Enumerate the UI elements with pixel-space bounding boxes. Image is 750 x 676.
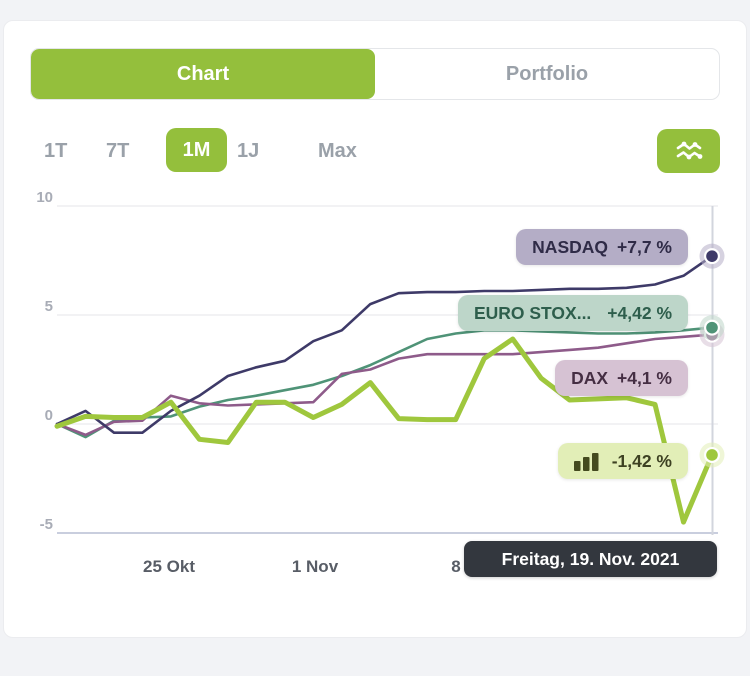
series-badge-dax: DAX +4,1 % [555,360,688,396]
series-line-dax [55,333,714,437]
series-change: -1,42 % [611,450,672,471]
range-button-1j[interactable]: 1J [237,140,260,162]
series-badge-portfolio: -1,42 % [557,443,688,479]
range-button-max[interactable]: Max [318,140,357,162]
chart-type-toggle-button[interactable] [657,129,720,173]
end-dot [706,449,718,461]
range-button-1t[interactable]: 1T [44,140,68,162]
series-badge-nasdaq: NASDAQ +7,7 % [516,229,688,265]
series-change: +4,42 % [607,302,672,323]
end-dot [706,250,718,262]
x-tick-1-nov: 1 Nov [291,557,339,576]
x-tick-8-nov: 8 [451,557,461,576]
end-dot [706,321,718,334]
y-tick-5: 5 [44,298,53,315]
y-tick-neg5: -5 [39,516,53,533]
y-tick-10: 10 [36,189,53,206]
series-badge-euro-stoxx: EURO STOX... +4,42 % [457,295,688,331]
line-chart-icon [672,136,706,166]
series-change: +7,7 % [617,236,672,257]
range-button-7t[interactable]: 7T [106,140,130,162]
tab-chart[interactable]: Chart [31,49,375,99]
tab-bar: Chart Portfolio [30,48,720,100]
x-tick-25-okt: 25 Okt [143,557,195,576]
series-name: DAX [571,367,609,388]
series-name: NASDAQ [532,236,609,257]
series-line-eurostox [55,326,714,439]
bar-chart-icon [573,452,600,471]
series-line-nasdaq [55,254,714,435]
series-change: +4,1 % [617,367,672,388]
date-tooltip: Freitag, 19. Nov. 2021 [464,541,717,577]
series-name: EURO STOX... [473,302,592,323]
series-line-portfolio [54,336,715,525]
tab-portfolio[interactable]: Portfolio [505,62,589,85]
range-button-1m[interactable]: 1M [166,128,227,172]
y-tick-0: 0 [44,407,53,424]
